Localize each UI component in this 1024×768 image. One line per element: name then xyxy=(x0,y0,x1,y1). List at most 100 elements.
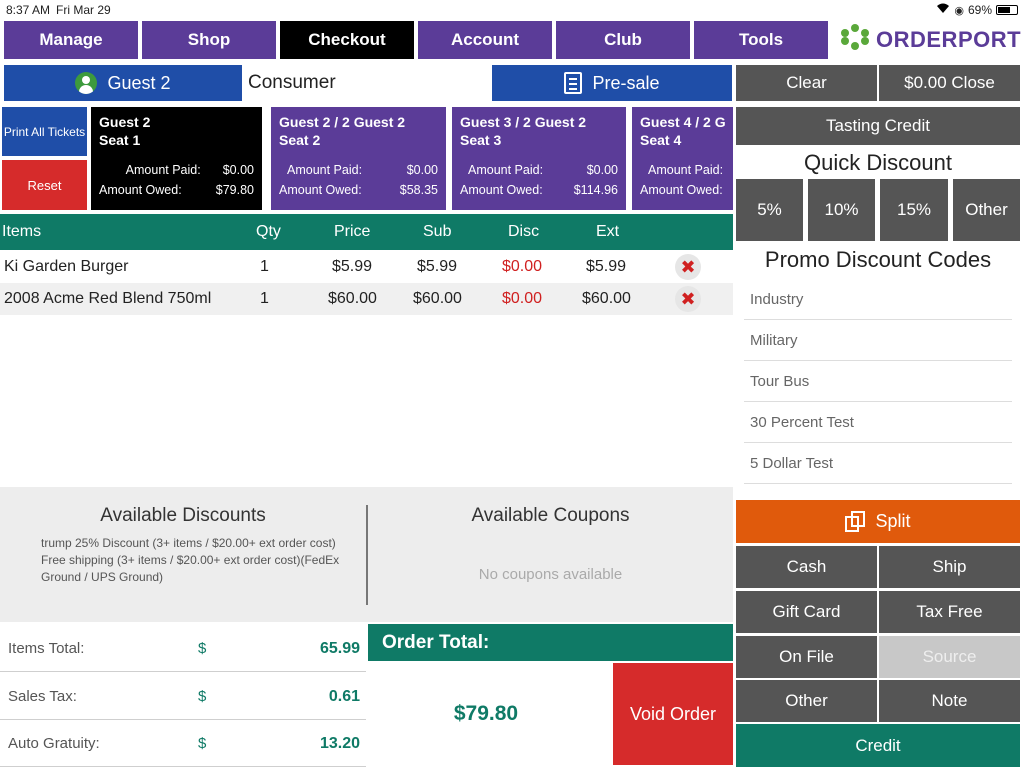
item-price: $60.00 xyxy=(328,290,377,307)
header-items: Items xyxy=(2,223,42,240)
credit-button[interactable]: Credit xyxy=(736,724,1020,767)
ship-button[interactable]: Ship xyxy=(879,546,1020,588)
amount-paid-label: Amount Paid: xyxy=(648,163,724,177)
amount-owed-label: Amount Owed: xyxy=(99,183,182,197)
customer-type: Consumer xyxy=(248,72,336,93)
sales-tax-row: Sales Tax: $ 0.61 xyxy=(0,674,366,720)
guest-card-title: Guest 2 xyxy=(99,114,151,130)
table-row[interactable]: 2008 Acme Red Blend 750ml 1 $60.00 $60.0… xyxy=(0,283,733,315)
guest-label: Guest 2 xyxy=(107,72,171,93)
auto-gratuity-row: Auto Gratuity: $ 13.20 xyxy=(0,721,366,767)
tax-free-button[interactable]: Tax Free xyxy=(879,591,1020,633)
promo-code-item[interactable]: 30 Percent Test xyxy=(744,402,1012,443)
table-row[interactable]: Ki Garden Burger 1 $5.99 $5.99 $0.00 $5.… xyxy=(0,251,733,283)
tab-shop[interactable]: Shop xyxy=(142,21,276,59)
on-file-button[interactable]: On File xyxy=(736,636,877,678)
tab-club[interactable]: Club xyxy=(556,21,690,59)
cash-button[interactable]: Cash xyxy=(736,546,877,588)
amount-owed-label: Amount Owed: xyxy=(460,183,543,197)
guest-card[interactable]: Guest 3 / 2 Guest 2 Seat 3 Amount Paid: $… xyxy=(452,107,626,210)
item-sub: $5.99 xyxy=(417,258,458,275)
note-button[interactable]: Note xyxy=(879,680,1020,722)
tab-tools[interactable]: Tools xyxy=(694,21,828,59)
items-total-value: 65.99 xyxy=(319,639,360,657)
discounts-list: trump 25% Discount (3+ items / $20.00+ e… xyxy=(41,535,341,586)
status-time: 8:37 AM xyxy=(6,3,51,17)
guest-card[interactable]: Guest 2 / 2 Guest 2 Seat 2 Amount Paid: $… xyxy=(271,107,446,210)
close-button[interactable]: $0.00 Close xyxy=(879,65,1020,101)
tab-checkout[interactable]: Checkout xyxy=(280,21,414,59)
split-label: Split xyxy=(875,511,911,531)
item-ext: $5.99 xyxy=(586,258,627,275)
clear-button[interactable]: Clear xyxy=(736,65,877,101)
tab-account[interactable]: Account xyxy=(418,21,552,59)
order-total-value: $79.80 xyxy=(453,702,519,725)
item-qty: 1 xyxy=(260,258,269,275)
promo-code-item[interactable]: Tour Bus xyxy=(744,361,1012,402)
split-button[interactable]: Split xyxy=(736,500,1020,543)
logo-text: ORDERPORT xyxy=(876,27,1022,52)
guest-button[interactable]: Guest 2 xyxy=(4,65,242,101)
guest-card[interactable]: Guest 4 / 2 Gue Seat 4 Amount Paid: Amou… xyxy=(632,107,733,210)
auto-gratuity-value: 13.20 xyxy=(319,734,360,752)
tasting-credit-button[interactable]: Tasting Credit xyxy=(736,107,1020,145)
guest-card[interactable]: Guest 2 Seat 1 Amount Paid: $0.00 Amount … xyxy=(91,107,262,210)
amount-owed-value: $114.96 xyxy=(573,183,618,197)
battery-icon xyxy=(996,5,1018,15)
promo-code-item[interactable]: Military xyxy=(744,320,1012,361)
currency-symbol: $ xyxy=(198,688,207,705)
copy-icon xyxy=(845,510,867,533)
discount-item: trump 25% Discount (3+ items / $20.00+ e… xyxy=(41,536,336,550)
amount-paid-label: Amount Paid: xyxy=(287,163,363,177)
currency-symbol: $ xyxy=(198,735,207,752)
quick-discount-title: Quick Discount xyxy=(804,150,952,175)
discounts-panel: Available Discounts trump 25% Discount (… xyxy=(0,487,733,622)
flower-logo-icon xyxy=(838,22,872,58)
orderport-logo: ORDERPORT xyxy=(838,21,1024,59)
item-qty: 1 xyxy=(260,290,269,307)
orientation-lock-icon: ◉ xyxy=(954,4,964,17)
tab-manage[interactable]: Manage xyxy=(4,21,138,59)
guest-card-seat: Seat 3 xyxy=(460,132,502,148)
gift-card-button[interactable]: Gift Card xyxy=(736,591,877,633)
item-sub: $60.00 xyxy=(413,290,462,307)
print-all-tickets-button[interactable]: Print All Tickets xyxy=(2,107,87,156)
available-discounts-title: Available Discounts xyxy=(100,505,266,526)
discount-item-cont: Ground / UPS Ground) xyxy=(41,570,164,584)
reset-button[interactable]: Reset xyxy=(2,160,87,210)
void-order-button[interactable]: Void Order xyxy=(613,663,733,765)
presale-label: Pre-sale xyxy=(592,72,660,93)
promo-code-item[interactable]: 5 Dollar Test xyxy=(744,443,1012,484)
guest-card-title: Guest 4 / 2 Gue xyxy=(640,114,725,130)
other-payment-button[interactable]: Other xyxy=(736,680,877,722)
person-icon xyxy=(75,72,98,94)
header-disc: Disc xyxy=(508,223,540,240)
auto-gratuity-label: Auto Gratuity: xyxy=(8,735,100,752)
discount-5-button[interactable]: 5% xyxy=(736,179,803,241)
discount-10-button[interactable]: 10% xyxy=(808,179,875,241)
available-coupons-title: Available Coupons xyxy=(471,505,630,526)
source-button[interactable]: Source xyxy=(879,636,1020,678)
order-total-label: Order Total: xyxy=(368,624,733,661)
item-price: $5.99 xyxy=(332,258,373,275)
amount-owed-value: $79.80 xyxy=(215,183,254,197)
guest-card-seat: Seat 4 xyxy=(640,132,682,148)
promo-code-item[interactable]: Industry xyxy=(744,279,1012,320)
items-total-label: Items Total: xyxy=(8,640,85,657)
battery-percent: 69% xyxy=(967,3,992,17)
document-icon xyxy=(564,72,583,94)
items-total-row: Items Total: $ 65.99 xyxy=(0,626,366,672)
header-qty: Qty xyxy=(256,223,281,240)
delete-icon[interactable]: ✖ xyxy=(675,286,701,312)
status-date: Fri Mar 29 xyxy=(56,3,111,17)
sales-tax-label: Sales Tax: xyxy=(8,688,77,705)
delete-icon[interactable]: ✖ xyxy=(675,254,701,280)
promo-codes-title: Promo Discount Codes xyxy=(764,247,992,272)
amount-owed-label: Amount Owed: xyxy=(640,183,723,197)
discount-other-button[interactable]: Other xyxy=(953,179,1020,241)
presale-button[interactable]: Pre-sale xyxy=(492,65,732,101)
discount-15-button[interactable]: 15% xyxy=(880,179,948,241)
amount-paid-value: $0.00 xyxy=(222,163,254,177)
amount-paid-label: Amount Paid: xyxy=(125,163,201,177)
item-name: 2008 Acme Red Blend 750ml xyxy=(4,290,212,307)
